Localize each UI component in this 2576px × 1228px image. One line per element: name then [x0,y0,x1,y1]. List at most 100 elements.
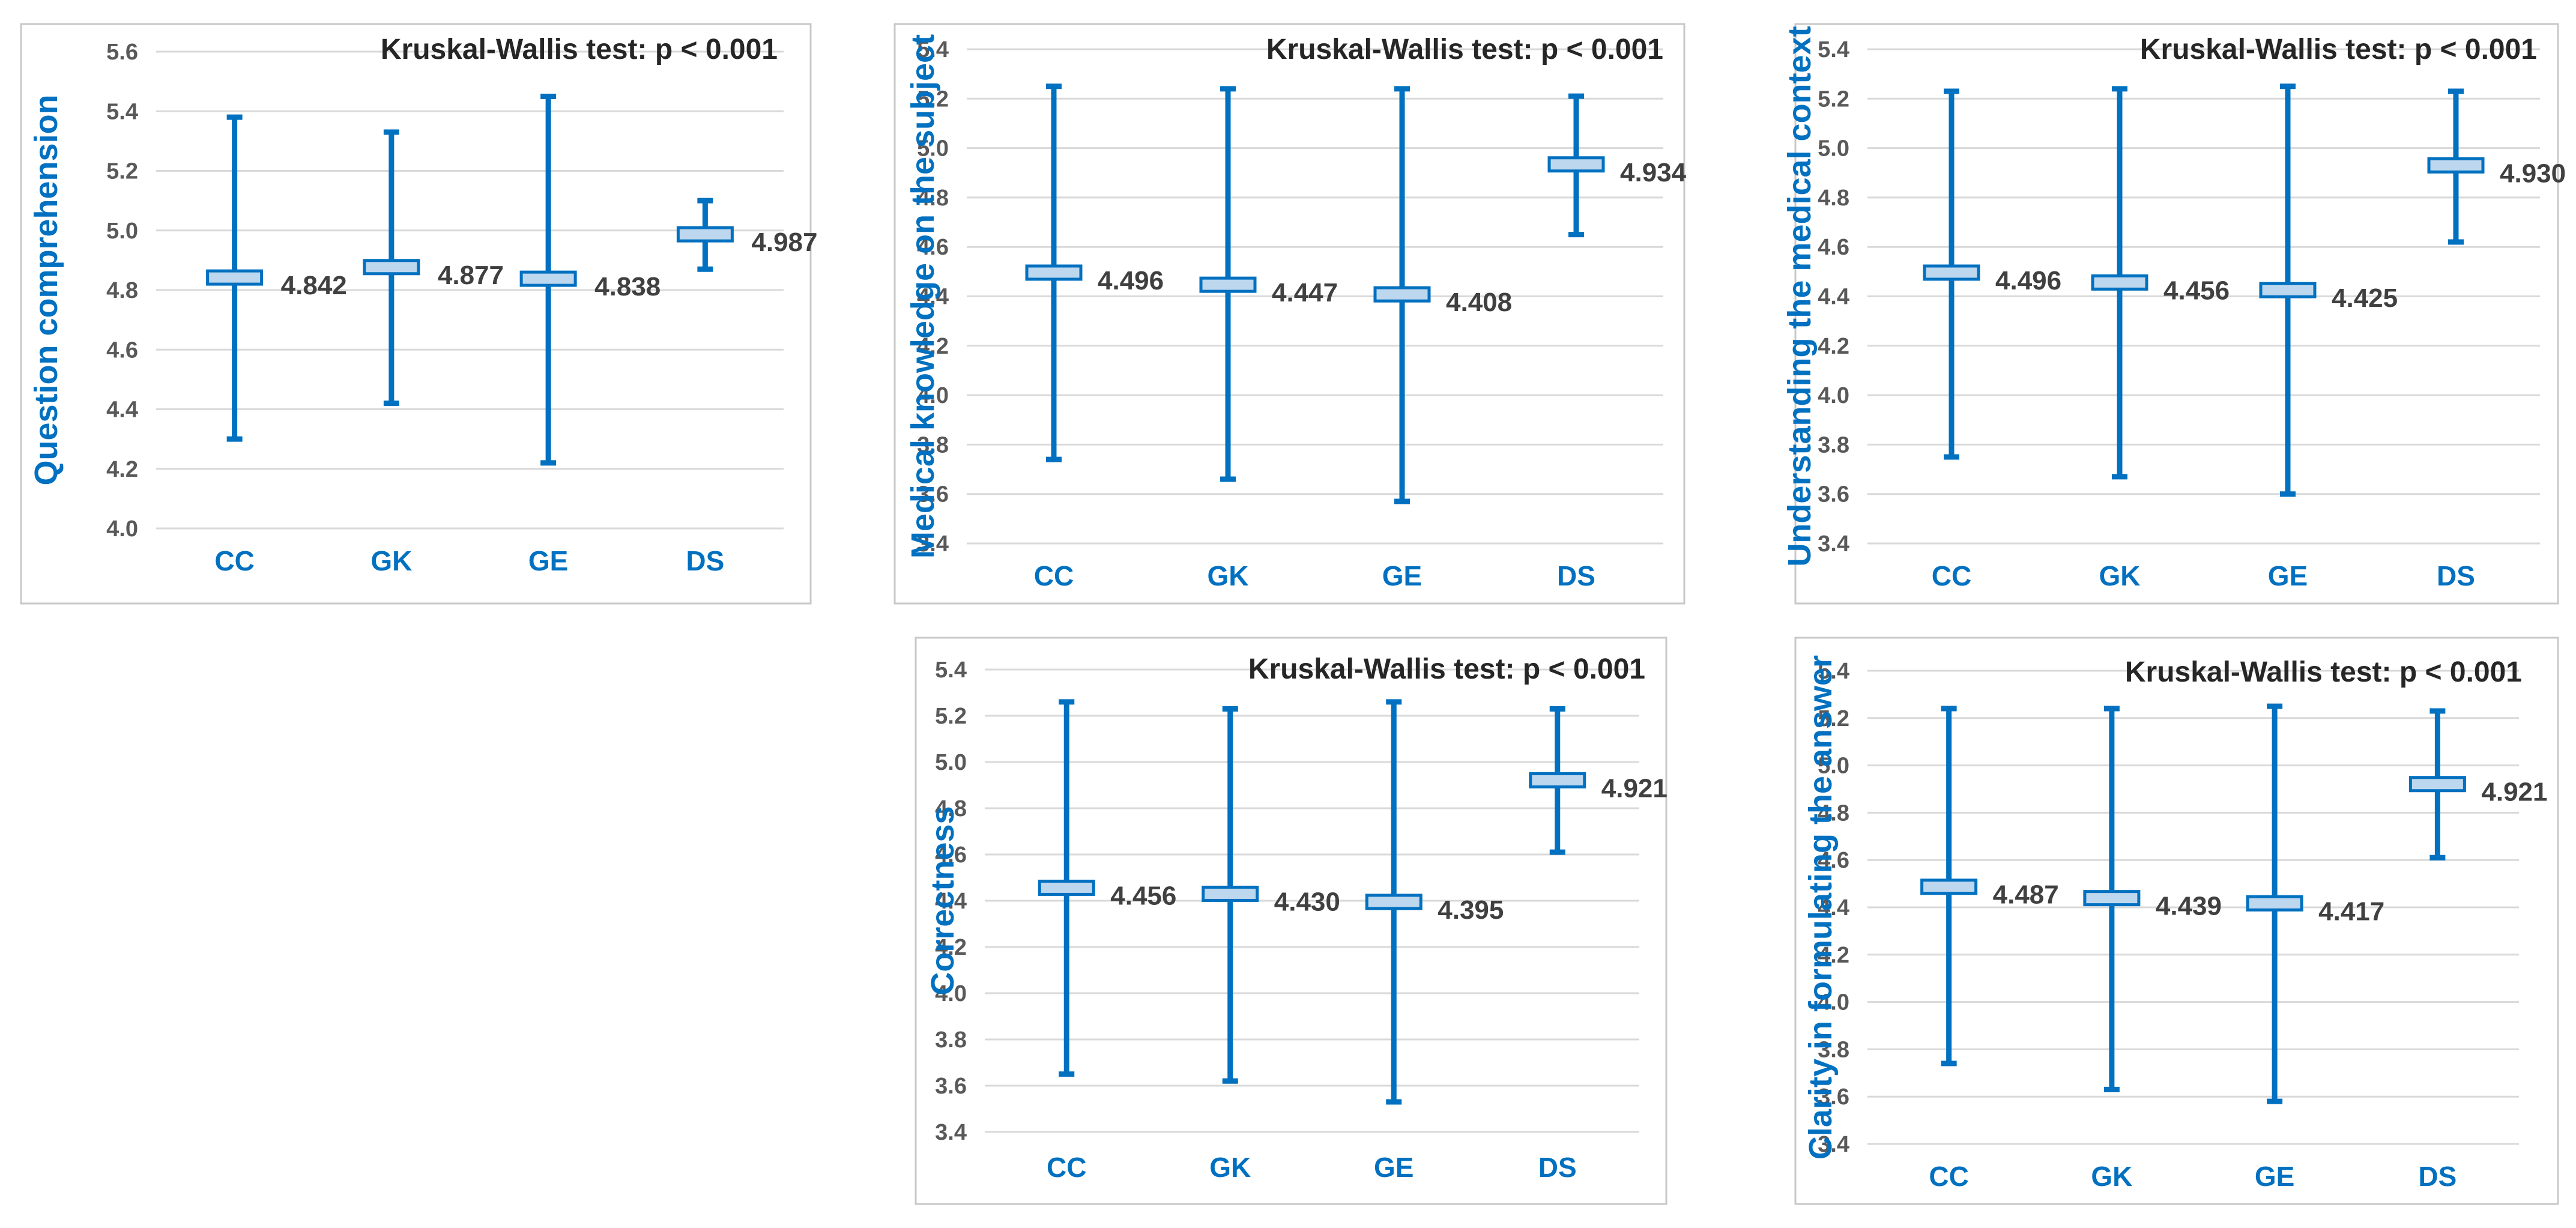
mean-data-label: 4.439 [2156,892,2222,921]
chart-panel: 5.4 5.2 5.0 4.8 4.6 4.4 4.2 4.0 3.8 3.6 3.4 Kruskal… [915,637,1667,1205]
y-tick-label: 3.4 [1818,1132,1849,1157]
x-category-label: DS [2418,1161,2457,1192]
y-tick-label: 5.4 [935,658,967,683]
y-tick-label: 3.8 [917,432,949,458]
x-category-label: GE [528,545,568,576]
y-tick-label: 3.4 [935,1120,967,1145]
mean-marker [1038,879,1095,896]
y-tick-label: 4.6 [106,337,138,363]
mean-data-label: 4.496 [1098,266,1164,295]
mean-marker [1199,276,1257,293]
y-tick-label: 4.4 [935,889,967,914]
mean-marker [206,269,264,286]
mean-marker [1373,286,1431,303]
y-tick-label: 5.2 [935,704,967,729]
chart-title: Kruskal-Wallis test: p < 0.001 [1248,653,1645,685]
mean-marker [2091,274,2148,291]
panel-border [20,23,812,605]
x-category-label: DS [686,545,724,576]
y-axis-title: Understanding the medical context [1782,26,1818,566]
y-tick-label: 4.6 [917,235,949,260]
y-tick-label: 4.0 [917,383,949,408]
mean-data-label: 4.408 [1446,288,1512,317]
y-tick-label: 3.4 [1818,531,1849,557]
mean-data-label: 4.496 [1995,266,2061,295]
y-tick-label: 4.6 [1818,848,1849,873]
mean-data-label: 4.417 [2318,897,2384,926]
mean-marker [2246,895,2303,912]
x-category-label: DS [2437,560,2475,591]
mean-marker [363,259,420,276]
mean-marker [1202,885,1259,902]
chart-title: Kruskal-Wallis test: p < 0.001 [1266,34,1663,65]
y-tick-label: 4.0 [106,516,138,542]
mean-marker [676,226,734,243]
chart-panel: 5.6 5.4 5.2 5.0 4.8 4.6 4.4 4.2 4.0 Kruskal-Walli… [20,23,817,605]
mean-data-label: 4.447 [1272,278,1338,307]
mean-marker [1365,894,1423,910]
y-tick-label: 3.4 [917,531,949,557]
y-tick-label: 5.2 [1818,86,1849,112]
y-tick-label: 5.4 [1818,37,1849,62]
y-tick-label: 5.2 [106,159,138,184]
y-tick-label: 3.6 [1818,1084,1849,1110]
y-tick-label: 5.0 [106,219,138,244]
x-category-label: CC [1929,1161,1968,1192]
mean-data-label: 4.987 [751,228,817,257]
chart-panel: 5.4 5.2 5.0 4.8 4.6 4.4 4.2 4.0 3.8 3.6 3.4 Kruskal… [1782,23,2566,605]
mean-marker [2408,776,2466,793]
x-category-label: CC [214,545,254,576]
y-tick-label: 4.4 [106,398,138,423]
mean-marker [2427,157,2485,174]
y-tick-label: 3.8 [1818,1037,1849,1062]
y-tick-label: 5.6 [106,40,138,65]
y-axis-title: Correctness [925,806,961,995]
y-tick-label: 5.2 [917,86,949,112]
chart-panel: 5.4 5.2 5.0 4.8 4.6 4.4 4.2 4.0 3.8 3.6 3.4 Kruskal… [1794,637,2559,1205]
mean-marker [1923,264,1980,281]
y-tick-label: 3.6 [935,1074,967,1099]
y-tick-label: 4.2 [917,334,949,359]
x-category-label: GE [1382,560,1422,591]
mean-data-label: 4.838 [594,272,661,301]
x-category-label: GK [2099,560,2141,591]
x-category-label: GE [2268,560,2308,591]
mean-data-label: 4.456 [2163,276,2230,305]
chart-title: Kruskal-Wallis test: p < 0.001 [381,34,778,65]
mean-data-label: 4.877 [438,261,504,290]
y-tick-label: 4.6 [1818,235,1849,260]
chart-title: Kruskal-Wallis test: p < 0.001 [2140,34,2537,65]
x-category-label: CC [1932,560,1971,591]
mean-data-label: 4.430 [1274,887,1340,916]
mean-marker [2083,890,2141,907]
x-category-label: CC [1034,560,1074,591]
y-tick-label: 4.0 [1818,990,1849,1015]
y-tick-label: 5.2 [1818,706,1849,731]
y-tick-label: 4.8 [1818,800,1849,826]
chart-title: Kruskal-Wallis test: p < 0.001 [2125,656,2522,688]
mean-marker [1025,264,1083,281]
x-category-label: GK [370,545,412,576]
y-tick-label: 4.2 [1818,943,1849,968]
y-tick-label: 3.6 [1818,482,1849,507]
y-tick-label: 4.8 [917,186,949,211]
y-axis-title: Clarity in formulating the answer [1803,655,1839,1160]
mean-data-label: 4.842 [281,271,347,300]
panel-border [1794,23,2559,605]
y-tick-label: 5.0 [1818,754,1849,779]
y-tick-label: 4.0 [935,981,967,1006]
mean-marker [1547,156,1605,173]
mean-data-label: 4.425 [2332,283,2398,313]
y-tick-label: 4.4 [1818,285,1849,310]
y-tick-label: 4.4 [1818,895,1849,921]
mean-marker [1529,772,1586,788]
mean-data-label: 4.456 [1110,881,1176,910]
x-category-label: GE [2255,1161,2294,1192]
y-tick-label: 4.2 [1818,334,1849,359]
mean-marker [519,270,577,287]
x-category-label: GE [1374,1152,1413,1183]
y-tick-label: 4.2 [935,935,967,960]
y-tick-label: 3.8 [935,1027,967,1053]
x-category-label: DS [1557,560,1595,591]
